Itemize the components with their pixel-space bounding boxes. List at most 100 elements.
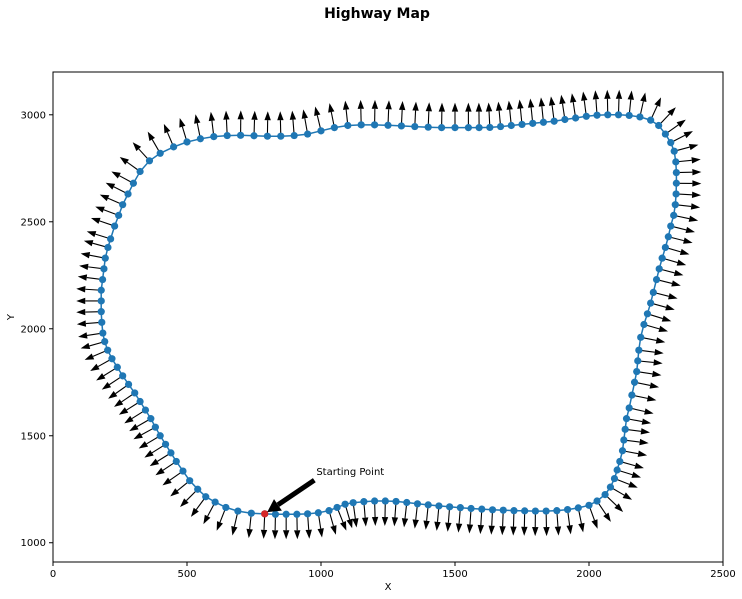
arrow-head: [691, 157, 701, 164]
arrow-head: [401, 518, 409, 528]
arrow-head: [691, 191, 702, 198]
chart-title: Highway Map: [324, 6, 430, 22]
route-point: [314, 509, 322, 517]
route-point: [131, 389, 139, 397]
arrow-head: [658, 325, 668, 332]
arrow-head: [554, 526, 562, 536]
arrow-head: [352, 518, 359, 528]
arrow-head: [79, 263, 89, 271]
route-point: [115, 211, 123, 219]
arrow-head: [627, 90, 634, 100]
arrow-head: [668, 293, 678, 300]
arrow-head: [425, 102, 433, 112]
arrow-head: [692, 180, 702, 187]
arrow-head: [604, 89, 611, 99]
annotation-arrow-shaft: [276, 478, 316, 507]
route-point: [613, 466, 621, 474]
route-point: [438, 124, 446, 132]
route-point: [582, 112, 590, 120]
arrow-head: [328, 103, 335, 113]
arrow-head: [676, 259, 687, 266]
arrow-head: [654, 348, 664, 356]
route-point: [451, 124, 459, 132]
route-point: [271, 510, 280, 518]
route-point: [360, 498, 368, 506]
route-point: [141, 406, 150, 414]
arrow-head: [95, 206, 105, 213]
route-point: [101, 338, 109, 346]
arrow-head: [434, 521, 441, 531]
route-point: [124, 380, 133, 389]
route-point: [104, 243, 112, 252]
arrow-head: [371, 516, 379, 527]
arrow-head: [445, 522, 452, 532]
arrow-head: [314, 106, 321, 117]
route-point: [647, 116, 655, 124]
route-point: [618, 447, 627, 455]
route-point: [170, 143, 178, 151]
route-point: [572, 114, 580, 122]
route-point: [371, 497, 379, 505]
arrow-head: [231, 525, 238, 536]
arrow-head: [510, 526, 517, 536]
arrow-head: [391, 517, 399, 527]
route-point: [384, 121, 392, 129]
route-point: [475, 124, 483, 132]
route-point: [156, 149, 164, 157]
route-point: [293, 510, 301, 518]
arrow-head: [543, 527, 550, 537]
route-point: [672, 179, 680, 187]
arrow-head: [260, 529, 268, 539]
arrow-head: [163, 123, 171, 134]
annotation-layer: Starting Point: [267, 467, 384, 513]
x-tick-label: 500: [177, 569, 196, 580]
route-point: [446, 503, 454, 511]
y-tick-label: 2500: [21, 217, 46, 228]
route-point: [290, 131, 298, 140]
arrow-head: [301, 109, 308, 119]
arrow-head: [144, 450, 154, 458]
route-point: [392, 497, 400, 506]
arrow-head: [692, 168, 702, 176]
route-point: [211, 498, 219, 506]
arrow-head: [653, 359, 663, 366]
arrow-head: [76, 297, 86, 305]
route-point: [119, 372, 127, 380]
route-point: [496, 122, 505, 131]
route-point: [550, 117, 558, 125]
arrow-head: [111, 171, 121, 179]
route-point: [234, 507, 242, 515]
arrow-head: [548, 96, 556, 106]
route-point: [325, 507, 333, 515]
route-point: [341, 500, 349, 508]
arrow-head: [683, 131, 693, 139]
route-point: [145, 157, 154, 165]
arrow-head: [194, 114, 201, 124]
route-point: [202, 493, 210, 501]
arrow-head: [78, 332, 88, 339]
x-tick-label: 2000: [576, 569, 601, 580]
arrow-head: [495, 101, 503, 111]
arrow-head: [289, 110, 297, 120]
arrow-head: [527, 98, 535, 108]
arrow-head: [640, 92, 647, 102]
arrow-head: [381, 516, 389, 527]
route-point: [488, 506, 497, 514]
arrow-head: [591, 519, 598, 529]
arrow-head: [628, 481, 638, 488]
route-point: [222, 503, 230, 512]
arrow-head: [80, 342, 91, 350]
route-point: [136, 397, 144, 406]
arrow-head: [665, 304, 675, 311]
arrow-head: [676, 119, 686, 128]
arrow-head: [661, 315, 672, 322]
arrow-head: [634, 462, 644, 469]
arrow-head: [688, 143, 699, 151]
route-point: [98, 318, 106, 326]
route-point: [223, 131, 231, 140]
route-point: [542, 507, 550, 515]
arrow-head: [581, 91, 588, 101]
route-point: [643, 310, 652, 318]
route-point: [672, 158, 680, 166]
arrow-head: [477, 524, 485, 535]
